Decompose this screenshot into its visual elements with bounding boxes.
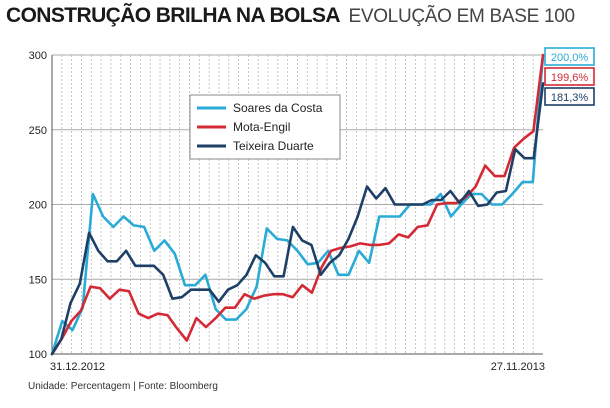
- y-tick-label: 200: [29, 200, 47, 212]
- series-line-teixeira-duarte: [50, 82, 545, 356]
- end-value-text: 181,3%: [551, 92, 589, 104]
- source-note: Unidade: Percentagem | Fonte: Bloomberg: [28, 381, 218, 392]
- end-value-box: [544, 67, 595, 86]
- series-line-soares-da-costa: [50, 53, 545, 356]
- end-value-label: 181,3%: [544, 87, 595, 106]
- y-tick-label: 150: [29, 274, 47, 286]
- y-tick-label: 250: [29, 125, 47, 137]
- legend: Soares da Costa Mota-Engil Teixeira Duarte: [189, 94, 341, 160]
- end-value-label: 200,0%: [544, 47, 595, 66]
- y-tick-label: 300: [29, 50, 47, 62]
- legend-label: Teixeira Duarte: [233, 139, 314, 153]
- end-value-box: [544, 87, 595, 106]
- end-value-label: 199,6%: [544, 67, 595, 86]
- y-tick-label: 100: [29, 349, 47, 361]
- end-value-text: 199,6%: [551, 72, 589, 84]
- end-value-text: 200,0%: [551, 52, 589, 64]
- x-start-label: 31.12.2012: [50, 361, 105, 373]
- chart-title-row: CONSTRUÇÃO BRILHA NA BOLSA EVOLUÇÃO EM B…: [6, 4, 575, 28]
- chart-subtitle: EVOLUÇÃO EM BASE 100: [348, 6, 575, 27]
- legend-label: Mota-Engil: [233, 120, 290, 134]
- chart-title: CONSTRUÇÃO BRILHA NA BOLSA: [6, 4, 341, 27]
- end-value-box: [544, 47, 595, 66]
- legend-label: Soares da Costa: [233, 101, 323, 115]
- x-end-label: 27.11.2013: [491, 361, 545, 373]
